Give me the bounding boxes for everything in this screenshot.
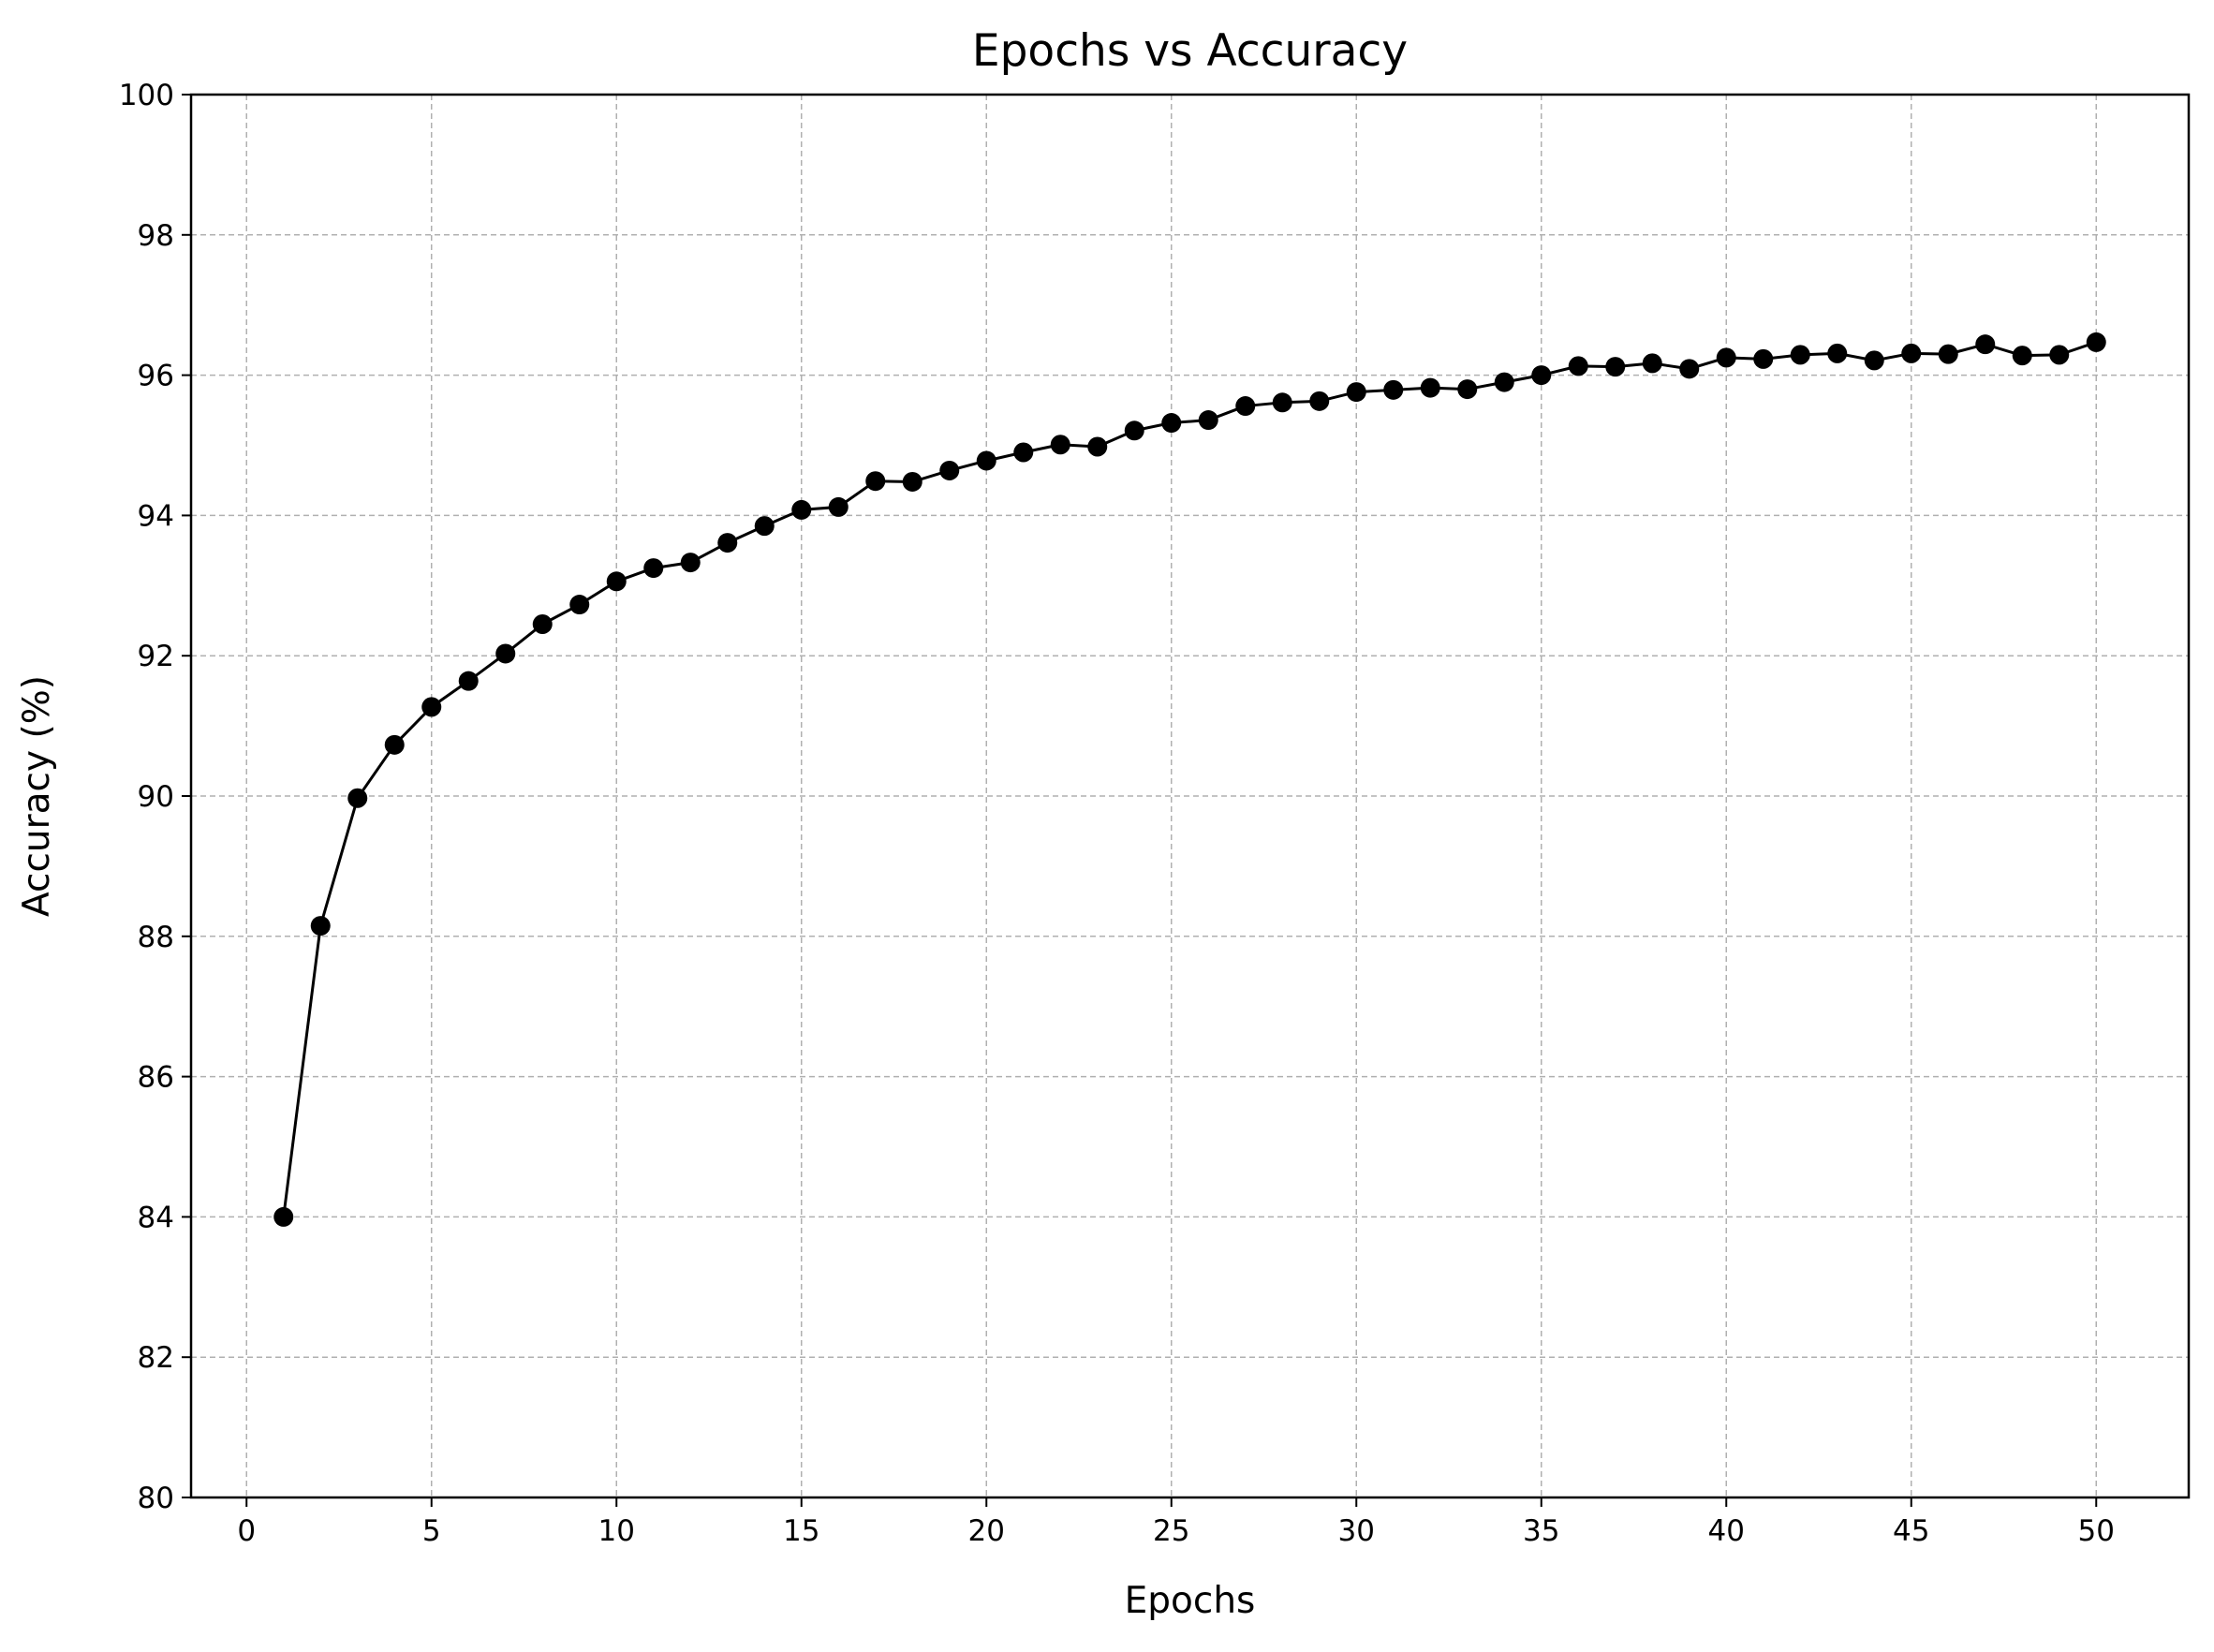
data-point — [828, 496, 849, 517]
data-point — [1679, 359, 1700, 379]
data-point — [1161, 413, 1182, 434]
data-point — [421, 697, 442, 717]
data-point — [1901, 343, 1922, 363]
data-point — [1457, 379, 1478, 400]
data-point — [976, 450, 996, 471]
chart-title: Epochs vs Accuracy — [972, 25, 1408, 77]
data-point — [2049, 345, 2070, 365]
x-tick-label: 50 — [2078, 1514, 2115, 1548]
data-point — [754, 516, 775, 537]
x-tick-label: 15 — [783, 1514, 819, 1548]
data-point — [2086, 332, 2106, 352]
data-point — [1753, 348, 1774, 369]
y-tick-label: 94 — [138, 499, 174, 533]
x-tick-label: 45 — [1893, 1514, 1929, 1548]
y-tick-label: 80 — [138, 1482, 174, 1515]
data-point — [347, 788, 368, 808]
data-point — [458, 671, 479, 691]
data-point — [791, 499, 812, 520]
data-point — [1568, 356, 1588, 376]
data-point — [384, 734, 405, 755]
data-point — [1346, 382, 1366, 403]
data-point — [1087, 436, 1108, 457]
data-point — [2012, 346, 2032, 366]
x-axis-label: Epochs — [1125, 1580, 1256, 1622]
data-point — [273, 1206, 294, 1227]
data-point — [1309, 391, 1330, 411]
data-point — [865, 471, 886, 492]
data-point — [1975, 334, 1996, 355]
y-tick-label: 100 — [119, 79, 174, 112]
data-point — [1198, 410, 1218, 431]
accuracy-series — [273, 332, 2106, 1227]
data-point — [1383, 379, 1404, 400]
data-point — [1716, 347, 1736, 368]
axis-ticks: 0 5 10 15 20 25 30 35 40 45 50 80 82 84 86 88 90 92 94 96 98… — [119, 79, 2115, 1548]
data-point — [569, 595, 590, 615]
data-point — [1494, 372, 1514, 392]
data-point — [310, 916, 331, 937]
x-tick-label: 40 — [1708, 1514, 1745, 1548]
y-tick-label: 98 — [138, 219, 174, 253]
data-point — [1420, 377, 1440, 398]
y-tick-label: 82 — [138, 1341, 174, 1375]
x-tick-label: 10 — [598, 1514, 635, 1548]
y-tick-label: 86 — [138, 1061, 174, 1095]
data-point — [495, 643, 516, 664]
data-point — [680, 553, 701, 573]
data-point — [1124, 420, 1144, 441]
x-tick-label: 30 — [1338, 1514, 1375, 1548]
y-tick-label: 90 — [138, 780, 174, 814]
data-point — [1827, 343, 1848, 363]
data-point — [1642, 353, 1662, 374]
y-tick-label: 84 — [138, 1201, 174, 1234]
data-point — [1531, 365, 1552, 386]
x-tick-label: 35 — [1523, 1514, 1559, 1548]
data-point — [1605, 357, 1626, 377]
data-point — [939, 460, 960, 480]
data-point — [1272, 392, 1292, 413]
y-tick-label: 88 — [138, 921, 174, 954]
data-point — [902, 471, 922, 492]
x-tick-label: 0 — [237, 1514, 256, 1548]
data-point — [1235, 396, 1256, 417]
x-tick-label: 5 — [422, 1514, 441, 1548]
data-point — [606, 571, 627, 592]
x-tick-label: 25 — [1153, 1514, 1189, 1548]
data-point — [1790, 345, 1810, 365]
y-axis-label: Accuracy (%) — [16, 675, 58, 917]
data-point — [532, 613, 553, 634]
y-tick-label: 96 — [138, 360, 174, 393]
data-point — [717, 533, 738, 553]
data-point — [643, 558, 664, 579]
data-point — [1938, 344, 1958, 364]
data-point — [1864, 350, 1884, 371]
data-point — [1050, 435, 1070, 455]
y-tick-label: 92 — [138, 640, 174, 673]
x-tick-label: 20 — [968, 1514, 1005, 1548]
data-point — [1013, 442, 1034, 463]
